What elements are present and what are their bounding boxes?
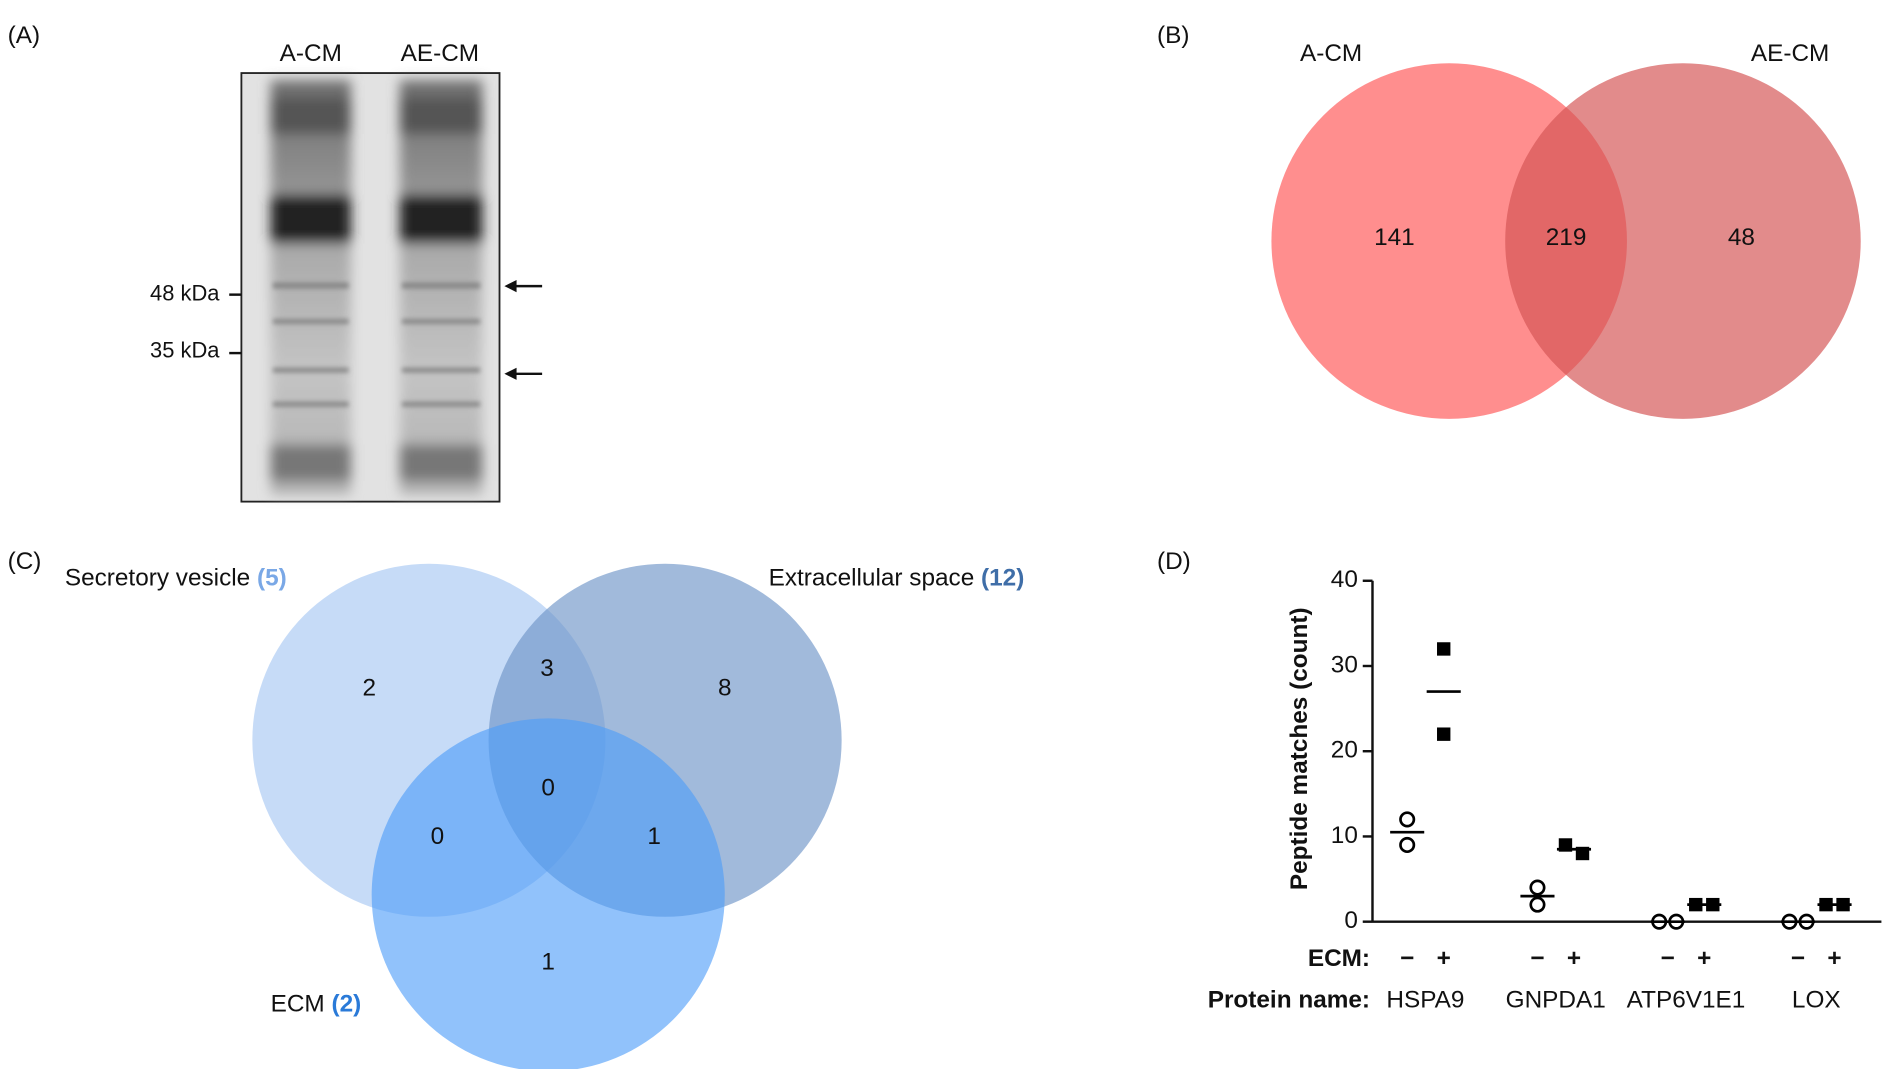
venn-circle	[1505, 63, 1861, 419]
condition-tick-label: +	[1697, 945, 1711, 972]
panel-letter: (C)	[8, 548, 42, 575]
point	[1437, 642, 1451, 656]
set-count: (2)	[331, 991, 361, 1018]
panel-letter: (A)	[8, 22, 40, 49]
region-count: 2	[362, 675, 376, 702]
marker-label: 35 kDa	[150, 338, 220, 363]
point	[1399, 836, 1416, 854]
x-tick-label: ATP6V1E1	[1627, 986, 1746, 1013]
panel-c: (C) Secretory vesicle (5) Extracellular …	[8, 548, 1025, 1069]
y-tick-label: 20	[1331, 737, 1358, 764]
y-tick-label: 0	[1344, 907, 1358, 934]
category-label: Protein name:	[1208, 986, 1370, 1013]
region-count: 219	[1546, 224, 1587, 251]
set-label: AE-CM	[1751, 40, 1829, 67]
panel-b: (B) A-CM AE-CM 141 219 48	[1157, 22, 1861, 419]
panel-letter: (B)	[1157, 22, 1189, 49]
region-count: 0	[431, 823, 445, 850]
y-tick-label: 10	[1331, 822, 1358, 849]
set-label: A-CM	[1300, 40, 1362, 67]
set-count: (12)	[981, 565, 1024, 592]
condition-label: ECM:	[1308, 945, 1370, 972]
gel	[240, 72, 501, 503]
region-count: 1	[647, 823, 661, 850]
condition-tick-label: −	[1530, 945, 1544, 972]
set-label: ECM (2)	[271, 991, 362, 1018]
condition-tick-label: −	[1661, 945, 1675, 972]
x-tick-label: LOX	[1792, 986, 1841, 1013]
point	[1529, 879, 1546, 896]
y-axis-label: Peptide matches (count)	[1286, 607, 1313, 890]
set-count: (5)	[257, 565, 287, 592]
region-count: 1	[541, 949, 555, 976]
arrows	[504, 280, 543, 380]
marker-label: 48 kDa	[150, 280, 220, 305]
region-count: 48	[1728, 224, 1755, 251]
panel-d: (D) Peptide matches (count) ECM: Protein…	[1157, 548, 1882, 1013]
condition-tick-label: +	[1437, 945, 1451, 972]
point	[1437, 727, 1451, 741]
region-count: 3	[540, 655, 554, 682]
condition-tick-label: +	[1567, 945, 1581, 972]
panel-letter: (D)	[1157, 548, 1191, 575]
x-tick-label: GNPDA1	[1506, 986, 1606, 1013]
set-label: Extracellular space (12)	[769, 565, 1025, 592]
region-count: 8	[718, 675, 732, 702]
set-name: ECM	[271, 991, 325, 1018]
condition-tick-label: −	[1400, 945, 1414, 972]
y-tick-label: 40	[1331, 566, 1358, 593]
venn-circle	[371, 718, 725, 1069]
region-count: 0	[541, 774, 555, 801]
lane-label: AE-CM	[401, 40, 479, 67]
set-name: Secretory vesicle	[65, 565, 250, 592]
point	[1399, 811, 1416, 828]
point	[1529, 896, 1546, 913]
set-label: Secretory vesicle (5)	[65, 565, 287, 592]
condition-tick-label: +	[1827, 945, 1841, 972]
lane-label: A-CM	[280, 40, 342, 67]
set-name: Extracellular space	[769, 565, 975, 592]
condition-tick-label: −	[1791, 945, 1805, 972]
x-tick-label: HSPA9	[1386, 986, 1464, 1013]
region-count: 141	[1374, 224, 1415, 251]
y-tick-label: 30	[1331, 651, 1358, 678]
panel-a: (A) A-CM AE-CM 48 kDa	[8, 22, 543, 503]
